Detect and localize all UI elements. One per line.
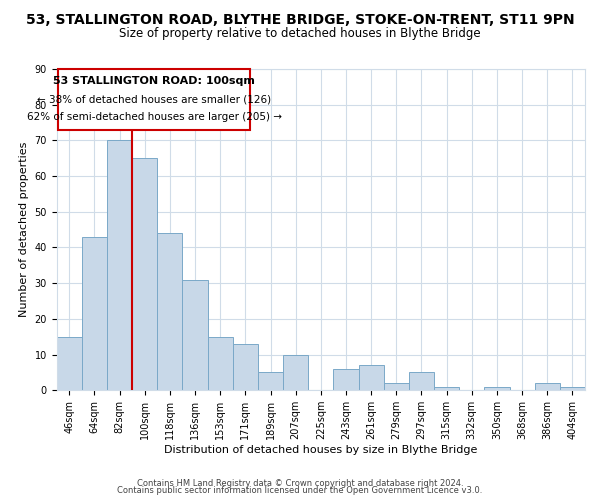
- Y-axis label: Number of detached properties: Number of detached properties: [19, 142, 29, 318]
- Bar: [208, 336, 233, 390]
- Bar: [560, 386, 585, 390]
- Text: ← 38% of detached houses are smaller (126): ← 38% of detached houses are smaller (12…: [37, 94, 271, 104]
- X-axis label: Distribution of detached houses by size in Blythe Bridge: Distribution of detached houses by size …: [164, 445, 478, 455]
- Text: Contains HM Land Registry data © Crown copyright and database right 2024.: Contains HM Land Registry data © Crown c…: [137, 478, 463, 488]
- Text: 53 STALLINGTON ROAD: 100sqm: 53 STALLINGTON ROAD: 100sqm: [53, 76, 255, 86]
- Bar: [132, 158, 157, 390]
- Bar: [233, 344, 258, 390]
- Bar: [283, 354, 308, 390]
- Text: Contains public sector information licensed under the Open Government Licence v3: Contains public sector information licen…: [118, 486, 482, 495]
- Text: 53, STALLINGTON ROAD, BLYTHE BRIDGE, STOKE-ON-TRENT, ST11 9PN: 53, STALLINGTON ROAD, BLYTHE BRIDGE, STO…: [26, 12, 574, 26]
- Bar: [82, 236, 107, 390]
- Bar: [157, 233, 182, 390]
- Bar: [484, 386, 509, 390]
- Text: Size of property relative to detached houses in Blythe Bridge: Size of property relative to detached ho…: [119, 28, 481, 40]
- Text: 62% of semi-detached houses are larger (205) →: 62% of semi-detached houses are larger (…: [26, 112, 281, 122]
- Bar: [535, 383, 560, 390]
- Bar: [434, 386, 459, 390]
- Bar: [182, 280, 208, 390]
- Bar: [359, 365, 384, 390]
- FancyBboxPatch shape: [58, 69, 250, 130]
- Bar: [384, 383, 409, 390]
- Bar: [258, 372, 283, 390]
- Bar: [334, 369, 359, 390]
- Bar: [56, 336, 82, 390]
- Bar: [409, 372, 434, 390]
- Bar: [107, 140, 132, 390]
